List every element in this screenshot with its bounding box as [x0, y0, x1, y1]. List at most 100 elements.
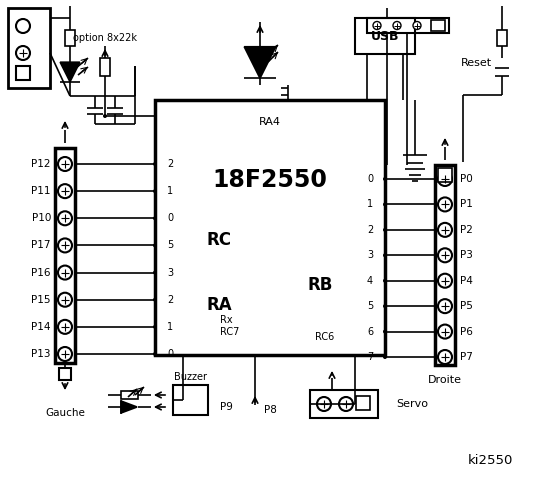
- Text: 3: 3: [367, 250, 373, 260]
- Circle shape: [58, 293, 72, 307]
- Bar: [100, 58, 110, 76]
- Text: 2: 2: [367, 225, 373, 235]
- Circle shape: [438, 223, 452, 237]
- Circle shape: [58, 184, 72, 198]
- Text: 6: 6: [367, 326, 373, 336]
- Text: RB: RB: [307, 276, 333, 294]
- Bar: [155, 100, 385, 355]
- Text: P13: P13: [32, 349, 51, 359]
- Circle shape: [438, 197, 452, 211]
- Text: 1: 1: [367, 199, 373, 209]
- Text: P17: P17: [32, 240, 51, 251]
- Text: P11: P11: [32, 186, 51, 196]
- Text: P14: P14: [32, 322, 51, 332]
- Circle shape: [153, 325, 157, 329]
- Bar: [59, 368, 71, 380]
- Text: ki2550: ki2550: [467, 454, 513, 467]
- Text: 2: 2: [167, 159, 173, 169]
- Text: Rx: Rx: [220, 315, 233, 325]
- Circle shape: [438, 350, 452, 364]
- Text: P12: P12: [32, 159, 51, 169]
- Text: 18F2550: 18F2550: [212, 168, 327, 192]
- Text: 0: 0: [167, 213, 173, 223]
- Circle shape: [383, 203, 387, 206]
- Bar: [356, 396, 370, 410]
- Circle shape: [383, 253, 387, 257]
- Circle shape: [58, 320, 72, 334]
- Text: P7: P7: [460, 352, 473, 362]
- Circle shape: [438, 299, 452, 313]
- Text: Reset: Reset: [461, 58, 492, 68]
- Circle shape: [383, 279, 387, 283]
- Text: P8: P8: [264, 405, 276, 415]
- Polygon shape: [60, 62, 80, 82]
- Circle shape: [413, 22, 421, 29]
- Text: Buzzer: Buzzer: [174, 372, 207, 382]
- Bar: [355, 18, 415, 54]
- Circle shape: [339, 397, 353, 411]
- Circle shape: [153, 162, 157, 166]
- Bar: [8, 8, 50, 88]
- Text: P1: P1: [460, 199, 473, 209]
- Circle shape: [153, 271, 157, 275]
- Bar: [121, 391, 138, 399]
- Text: P5: P5: [460, 301, 473, 311]
- Text: 7: 7: [367, 352, 373, 362]
- Circle shape: [383, 228, 387, 232]
- Text: RC: RC: [207, 231, 232, 249]
- Bar: [65, 30, 75, 46]
- Bar: [438, 168, 452, 182]
- Circle shape: [438, 274, 452, 288]
- Text: 5: 5: [167, 240, 173, 251]
- Text: P10: P10: [32, 213, 51, 223]
- Text: Servo: Servo: [396, 399, 428, 409]
- Circle shape: [438, 172, 452, 186]
- Circle shape: [16, 19, 30, 33]
- Text: option 8x22k: option 8x22k: [73, 33, 137, 43]
- Circle shape: [153, 243, 157, 247]
- Text: 0: 0: [167, 349, 173, 359]
- Circle shape: [373, 22, 381, 29]
- Text: 3: 3: [167, 267, 173, 277]
- Text: P16: P16: [32, 267, 51, 277]
- Polygon shape: [244, 47, 276, 78]
- Bar: [310, 390, 378, 418]
- Text: RC6: RC6: [315, 332, 334, 342]
- Bar: [431, 20, 445, 31]
- Circle shape: [153, 216, 157, 220]
- Text: P0: P0: [460, 174, 473, 184]
- Circle shape: [58, 265, 72, 279]
- Text: 5: 5: [367, 301, 373, 311]
- Text: USB: USB: [371, 29, 399, 43]
- Text: 4: 4: [367, 276, 373, 286]
- Text: 1: 1: [167, 322, 173, 332]
- Polygon shape: [121, 401, 137, 413]
- Text: 1: 1: [167, 186, 173, 196]
- Circle shape: [438, 324, 452, 338]
- Circle shape: [383, 304, 387, 308]
- Bar: [367, 18, 449, 33]
- Circle shape: [58, 347, 72, 361]
- Circle shape: [58, 211, 72, 225]
- Circle shape: [153, 352, 157, 356]
- Text: P6: P6: [460, 326, 473, 336]
- Circle shape: [383, 330, 387, 334]
- Text: P9: P9: [220, 402, 232, 412]
- Text: 0: 0: [367, 174, 373, 184]
- Text: RA4: RA4: [259, 117, 281, 127]
- Text: RA: RA: [207, 296, 233, 314]
- Circle shape: [58, 157, 72, 171]
- Text: RC7: RC7: [220, 327, 239, 337]
- Circle shape: [58, 239, 72, 252]
- Text: P15: P15: [32, 295, 51, 305]
- Text: 2: 2: [167, 295, 173, 305]
- Circle shape: [383, 355, 387, 359]
- Circle shape: [438, 248, 452, 262]
- Text: Gauche: Gauche: [45, 408, 85, 418]
- Circle shape: [383, 177, 387, 181]
- Text: P4: P4: [460, 276, 473, 286]
- Text: P2: P2: [460, 225, 473, 235]
- Circle shape: [317, 397, 331, 411]
- Text: Droite: Droite: [428, 375, 462, 385]
- Circle shape: [153, 189, 157, 193]
